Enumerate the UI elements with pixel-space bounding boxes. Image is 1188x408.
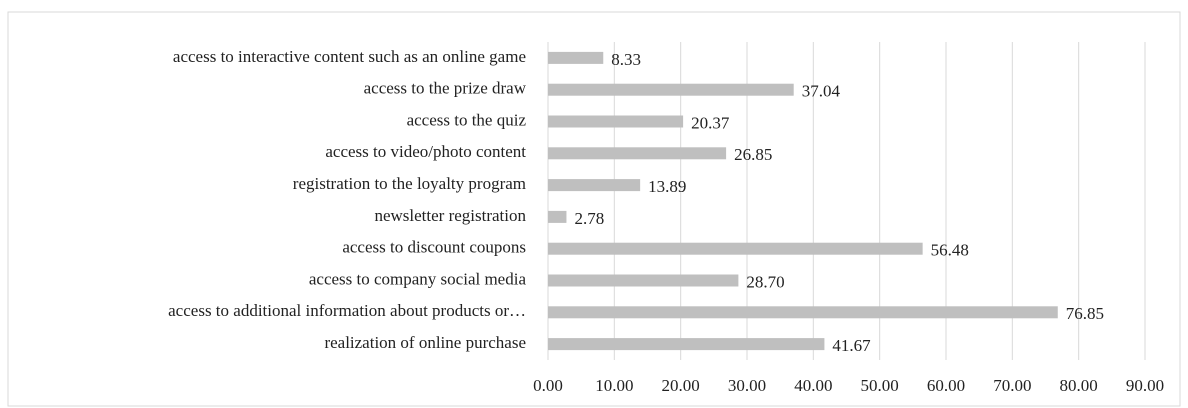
y-tick-label: access to company social media — [309, 269, 527, 288]
y-tick-label: access to the quiz — [407, 110, 527, 129]
data-label: 56.48 — [931, 241, 969, 260]
x-tick-label: 90.00 — [1126, 376, 1164, 395]
data-label: 76.85 — [1066, 304, 1104, 323]
data-label: 20.37 — [691, 113, 730, 132]
y-tick-label: access to interactive content such as an… — [173, 47, 526, 66]
x-tick-label: 70.00 — [993, 376, 1031, 395]
x-tick-label: 60.00 — [927, 376, 965, 395]
y-tick-label: registration to the loyalty program — [293, 174, 526, 193]
data-label: 8.33 — [611, 50, 641, 69]
x-tick-label: 10.00 — [595, 376, 633, 395]
bar — [548, 179, 641, 192]
x-tick-label: 40.00 — [794, 376, 832, 395]
x-tick-label: 0.00 — [533, 376, 563, 395]
x-tick-label: 30.00 — [728, 376, 766, 395]
bar — [548, 210, 567, 223]
bar — [548, 147, 727, 160]
bar — [548, 306, 1058, 319]
bar — [548, 274, 739, 287]
bar — [548, 338, 825, 351]
y-tick-label: access to additional information about p… — [168, 301, 526, 320]
data-label: 37.04 — [802, 82, 841, 101]
data-label: 26.85 — [734, 145, 772, 164]
y-tick-label: access to video/photo content — [325, 142, 526, 161]
x-tick-label: 50.00 — [861, 376, 899, 395]
bar — [548, 242, 923, 255]
data-label: 28.70 — [746, 272, 784, 291]
data-label: 13.89 — [648, 177, 686, 196]
bar — [548, 83, 794, 96]
bar — [548, 115, 684, 128]
y-tick-label: access to the prize draw — [364, 79, 527, 98]
y-tick-label: access to discount coupons — [342, 238, 526, 257]
data-label: 41.67 — [832, 336, 871, 355]
x-tick-label: 20.00 — [662, 376, 700, 395]
data-label: 2.78 — [574, 209, 604, 228]
y-tick-label: newsletter registration — [374, 206, 526, 225]
bar — [548, 51, 604, 64]
y-tick-label: realization of online purchase — [324, 333, 526, 352]
x-tick-label: 80.00 — [1060, 376, 1098, 395]
